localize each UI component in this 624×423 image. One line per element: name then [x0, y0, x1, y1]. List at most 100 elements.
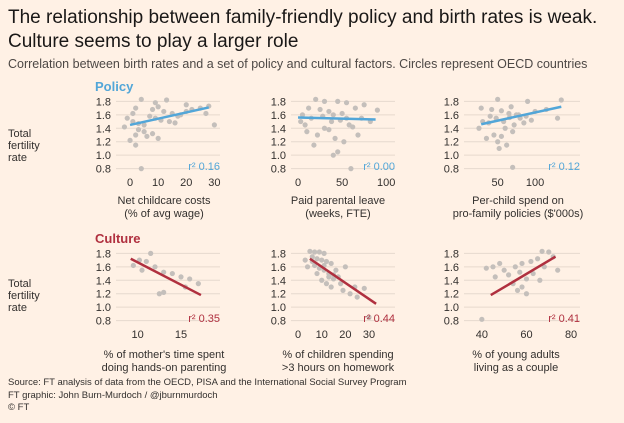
x-tick-label: 100: [377, 177, 395, 189]
x-tick-label: 0: [295, 177, 301, 189]
data-point: [147, 113, 153, 119]
data-point: [141, 122, 147, 128]
data-point: [133, 105, 139, 111]
data-point: [528, 258, 534, 265]
data-point: [523, 291, 530, 297]
data-point: [321, 125, 328, 131]
data-point: [554, 115, 561, 121]
x-tick-label: 50: [336, 177, 348, 189]
data-point: [487, 113, 493, 119]
trend-line: [130, 257, 202, 297]
data-point: [161, 289, 167, 295]
scatter-panel-childcare: 0.8 1.0 1.2 1.4 1.6 1.8 0 10 20 30 r² 0.16: [92, 94, 222, 193]
data-point: [155, 135, 161, 141]
data-point: [525, 98, 531, 104]
data-point: [495, 139, 501, 145]
section-label-policy: Policy: [95, 79, 134, 94]
data-point: [497, 260, 503, 267]
data-point: [319, 277, 325, 283]
data-point: [491, 132, 497, 138]
data-point: [539, 248, 545, 254]
r-squared-label: r² 0.12: [548, 161, 580, 173]
x-axis-label-childcare: Net childcare costs (% of avg wage): [84, 195, 244, 220]
y-tick-label: 0.8: [96, 164, 111, 176]
data-point: [350, 124, 356, 130]
y-tick-label: 1.4: [271, 123, 286, 135]
y-axis-label-line: fertility: [8, 290, 40, 302]
y-axis-label-row1: Total fertility rate: [8, 128, 58, 164]
data-point: [172, 120, 178, 126]
y-tick-label: 1.8: [96, 96, 111, 108]
y-tick-label: 1.6: [271, 110, 286, 122]
scatter-panel-mothers-time: 0.8 1.0 1.2 1.4 1.6 1.8 10 15 r² 0.35: [92, 246, 222, 345]
data-point: [546, 249, 552, 255]
chart-title: The relationship between family-friendly…: [8, 6, 618, 54]
x-tick-label: 10: [152, 177, 164, 189]
y-tick-label: 1.0: [444, 302, 459, 314]
data-point: [354, 294, 360, 300]
x-tick-label: 10: [316, 329, 328, 341]
y-tick-label: 1.4: [96, 123, 111, 135]
x-tick-label: 50: [492, 177, 504, 189]
data-point: [163, 97, 170, 103]
data-point: [506, 272, 512, 278]
data-point: [298, 118, 304, 125]
data-point: [326, 127, 332, 133]
x-axis-label-mothers-time: % of mother's time spent doing hands-on …: [84, 349, 244, 374]
y-tick-label: 1.0: [271, 302, 286, 314]
x-axis-label-line: Paid parental leave: [290, 195, 386, 207]
data-point: [323, 281, 330, 287]
data-point: [187, 276, 193, 282]
data-point: [490, 264, 496, 270]
data-point: [476, 125, 482, 131]
data-point: [169, 270, 175, 277]
data-point: [514, 287, 521, 293]
data-point: [504, 142, 510, 148]
data-point: [335, 98, 341, 104]
data-point: [510, 164, 516, 170]
x-tick-label: 30: [363, 329, 375, 341]
data-point: [314, 270, 320, 277]
y-tick-label: 0.8: [96, 316, 111, 328]
y-tick-label: 1.4: [96, 275, 111, 287]
r-squared-label: r² 0.35: [188, 313, 220, 325]
data-point: [326, 108, 332, 115]
data-point: [148, 250, 154, 256]
data-point: [341, 139, 347, 145]
y-tick-label: 1.8: [96, 248, 111, 260]
data-point: [519, 284, 525, 290]
data-point: [166, 118, 173, 125]
data-point: [366, 314, 372, 320]
copyright: © FT: [8, 402, 30, 413]
data-point: [152, 100, 158, 106]
y-tick-label: 1.2: [271, 137, 286, 149]
data-point: [517, 269, 523, 275]
y-axis-label-line: rate: [8, 302, 27, 314]
x-tick-label: 80: [565, 329, 577, 341]
y-tick-label: 0.8: [444, 316, 459, 328]
r-squared-label: r² 0.41: [548, 313, 580, 325]
data-point: [143, 258, 149, 265]
r-squared-label: r² 0.00: [363, 161, 395, 173]
data-point: [483, 265, 489, 271]
y-tick-label: 0.8: [271, 164, 286, 176]
x-axis-label-line: doing hands-on parenting: [101, 361, 227, 374]
r-squared-label: r² 0.16: [188, 161, 220, 173]
data-point: [535, 256, 541, 262]
chart-subtitle: Correlation between birth rates and a se…: [8, 57, 588, 71]
x-axis-label-line: >3 hours on homework: [281, 361, 395, 374]
scatter-panel-parental-leave: 0.8 1.0 1.2 1.4 1.6 1.8 0 50 100 r² 0.00: [267, 94, 397, 193]
y-tick-label: 1.2: [96, 289, 111, 301]
y-tick-label: 1.6: [444, 262, 459, 274]
data-point: [489, 106, 495, 113]
data-point: [558, 97, 564, 103]
y-tick-label: 1.0: [96, 302, 111, 314]
data-point: [155, 104, 161, 110]
x-axis-label-line: % of young adults: [472, 349, 560, 361]
x-axis-label-line: Net childcare costs: [117, 195, 211, 207]
data-point: [304, 129, 310, 135]
data-point: [338, 281, 344, 287]
data-point: [323, 258, 330, 265]
data-point: [330, 112, 336, 118]
x-tick-label: 20: [339, 329, 351, 341]
